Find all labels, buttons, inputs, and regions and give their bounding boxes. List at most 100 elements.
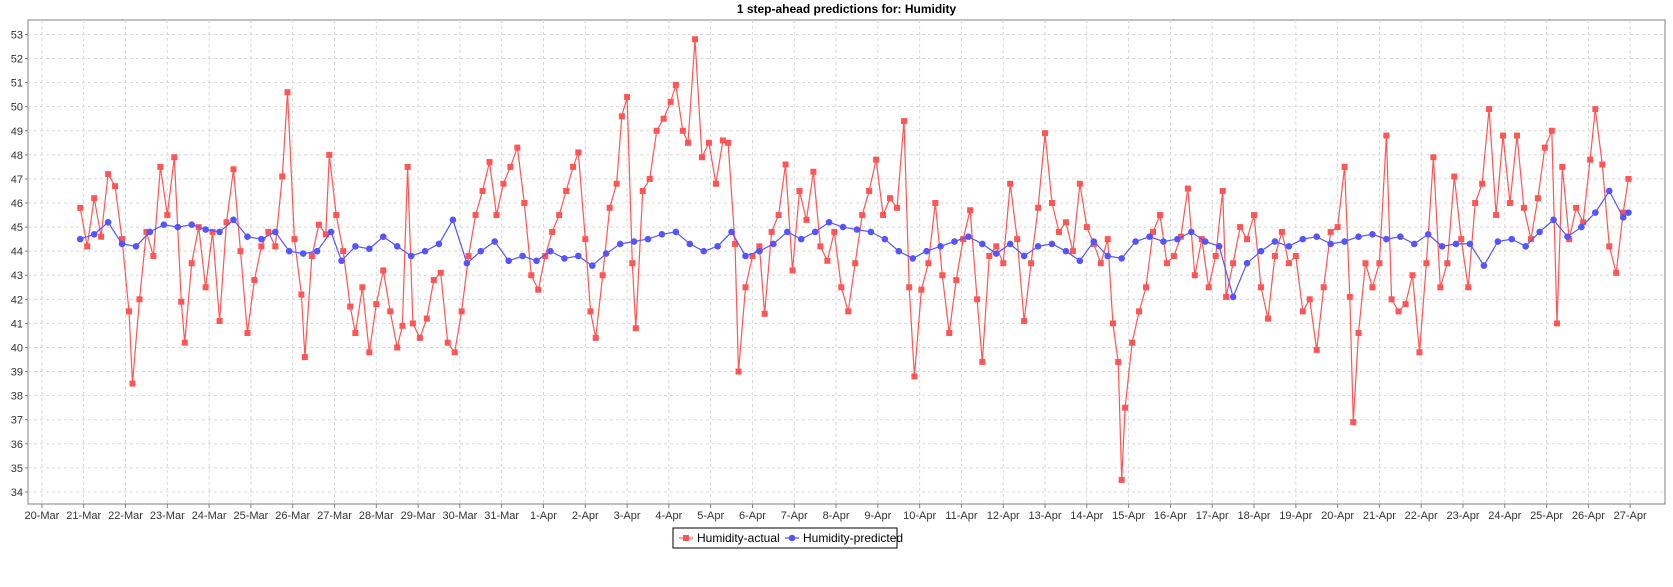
data-point	[237, 248, 244, 255]
data-point	[132, 243, 140, 250]
data-point	[1115, 358, 1122, 365]
data-point	[1388, 296, 1395, 303]
data-point	[230, 166, 237, 173]
data-point	[90, 231, 98, 238]
data-point	[1494, 238, 1502, 245]
data-point	[1104, 236, 1111, 243]
x-tick-label: 20-Apr	[1321, 510, 1354, 522]
data-point	[1536, 228, 1543, 236]
data-point	[301, 354, 308, 361]
data-point	[1264, 315, 1271, 322]
data-point	[712, 180, 719, 187]
data-point	[1244, 236, 1251, 243]
data-point	[1257, 284, 1264, 291]
data-point	[1205, 284, 1212, 291]
data-point	[449, 216, 457, 224]
data-point	[698, 154, 705, 161]
legend-label: Humidity-actual	[697, 531, 780, 545]
data-point	[719, 137, 726, 144]
y-tick-label: 41	[11, 318, 23, 330]
data-point	[514, 144, 521, 151]
data-point	[98, 233, 105, 240]
y-tick-label: 35	[11, 463, 23, 475]
data-point	[602, 250, 610, 257]
data-point	[756, 247, 763, 255]
data-point	[1306, 296, 1313, 303]
data-point	[768, 228, 775, 235]
data-point	[894, 204, 901, 211]
data-point	[742, 284, 749, 291]
data-point	[1062, 219, 1069, 226]
data-point	[1118, 255, 1125, 262]
data-point	[178, 298, 185, 305]
data-point	[1042, 130, 1049, 137]
x-tick-label: 9-Apr	[864, 510, 891, 522]
data-point	[1163, 260, 1170, 267]
data-point	[691, 36, 698, 43]
data-point	[732, 240, 739, 247]
data-point	[618, 113, 625, 120]
data-point	[338, 257, 345, 265]
data-point	[1423, 260, 1430, 267]
data-point	[146, 228, 154, 236]
data-point	[373, 301, 380, 308]
data-point	[775, 212, 782, 219]
y-tick-label: 53	[11, 29, 23, 41]
data-point	[129, 380, 136, 387]
x-tick-label: 26-Mar	[275, 510, 310, 522]
data-point	[216, 317, 223, 324]
data-point	[202, 226, 209, 233]
data-point	[1619, 214, 1627, 221]
data-point	[1299, 308, 1306, 315]
data-point	[1613, 269, 1620, 276]
data-point	[1564, 233, 1571, 241]
x-tick-label: 14-Apr	[1070, 510, 1103, 522]
data-point	[1062, 247, 1070, 255]
data-point	[667, 98, 674, 105]
data-point	[1184, 185, 1191, 192]
data-point	[143, 228, 150, 235]
data-point	[1554, 320, 1561, 327]
data-point	[867, 228, 875, 236]
data-point	[181, 339, 188, 346]
data-point	[1444, 260, 1451, 267]
legend[interactable]: Humidity-actual Humidity-predicted	[672, 527, 903, 549]
x-tick-label: 12-Apr	[987, 510, 1020, 522]
data-point	[1156, 212, 1163, 219]
data-point	[570, 163, 577, 170]
data-point	[825, 218, 833, 226]
data-point	[1578, 223, 1585, 231]
grid	[28, 20, 1665, 504]
x-tick-label: 8-Apr	[823, 510, 850, 522]
data-point	[1150, 228, 1157, 235]
data-point	[1146, 233, 1153, 241]
legend-item[interactable]: Humidity-predicted	[785, 531, 903, 545]
data-point	[549, 228, 556, 235]
x-tick-label: 4-Apr	[655, 510, 682, 522]
data-point	[1573, 204, 1580, 211]
y-axis: 34 35 36 37 38 39 40 41 42 43 44 45 46 47 48 49 50 51 52 53	[11, 29, 28, 499]
y-tick-label: 36	[11, 439, 23, 451]
data-point	[770, 240, 777, 248]
x-tick-label: 18-Apr	[1237, 510, 1270, 522]
data-point	[1486, 106, 1493, 113]
data-point	[463, 259, 471, 267]
data-point	[118, 240, 126, 248]
x-tick-label: 20-Mar	[25, 510, 60, 522]
data-point	[1109, 320, 1116, 327]
data-point	[797, 235, 805, 243]
data-point	[993, 243, 1000, 250]
legend-item[interactable]: Humidity-actual	[679, 531, 780, 545]
data-point	[1334, 224, 1341, 231]
y-tick-label: 49	[11, 126, 23, 138]
data-point	[1327, 228, 1334, 235]
data-point	[873, 156, 880, 163]
y-tick-label: 37	[11, 415, 23, 427]
data-point	[974, 296, 981, 303]
data-point	[104, 218, 112, 226]
data-point	[1625, 175, 1632, 182]
data-point	[1369, 231, 1376, 238]
data-point	[725, 139, 732, 146]
data-point	[359, 284, 366, 291]
data-point	[1350, 419, 1357, 426]
